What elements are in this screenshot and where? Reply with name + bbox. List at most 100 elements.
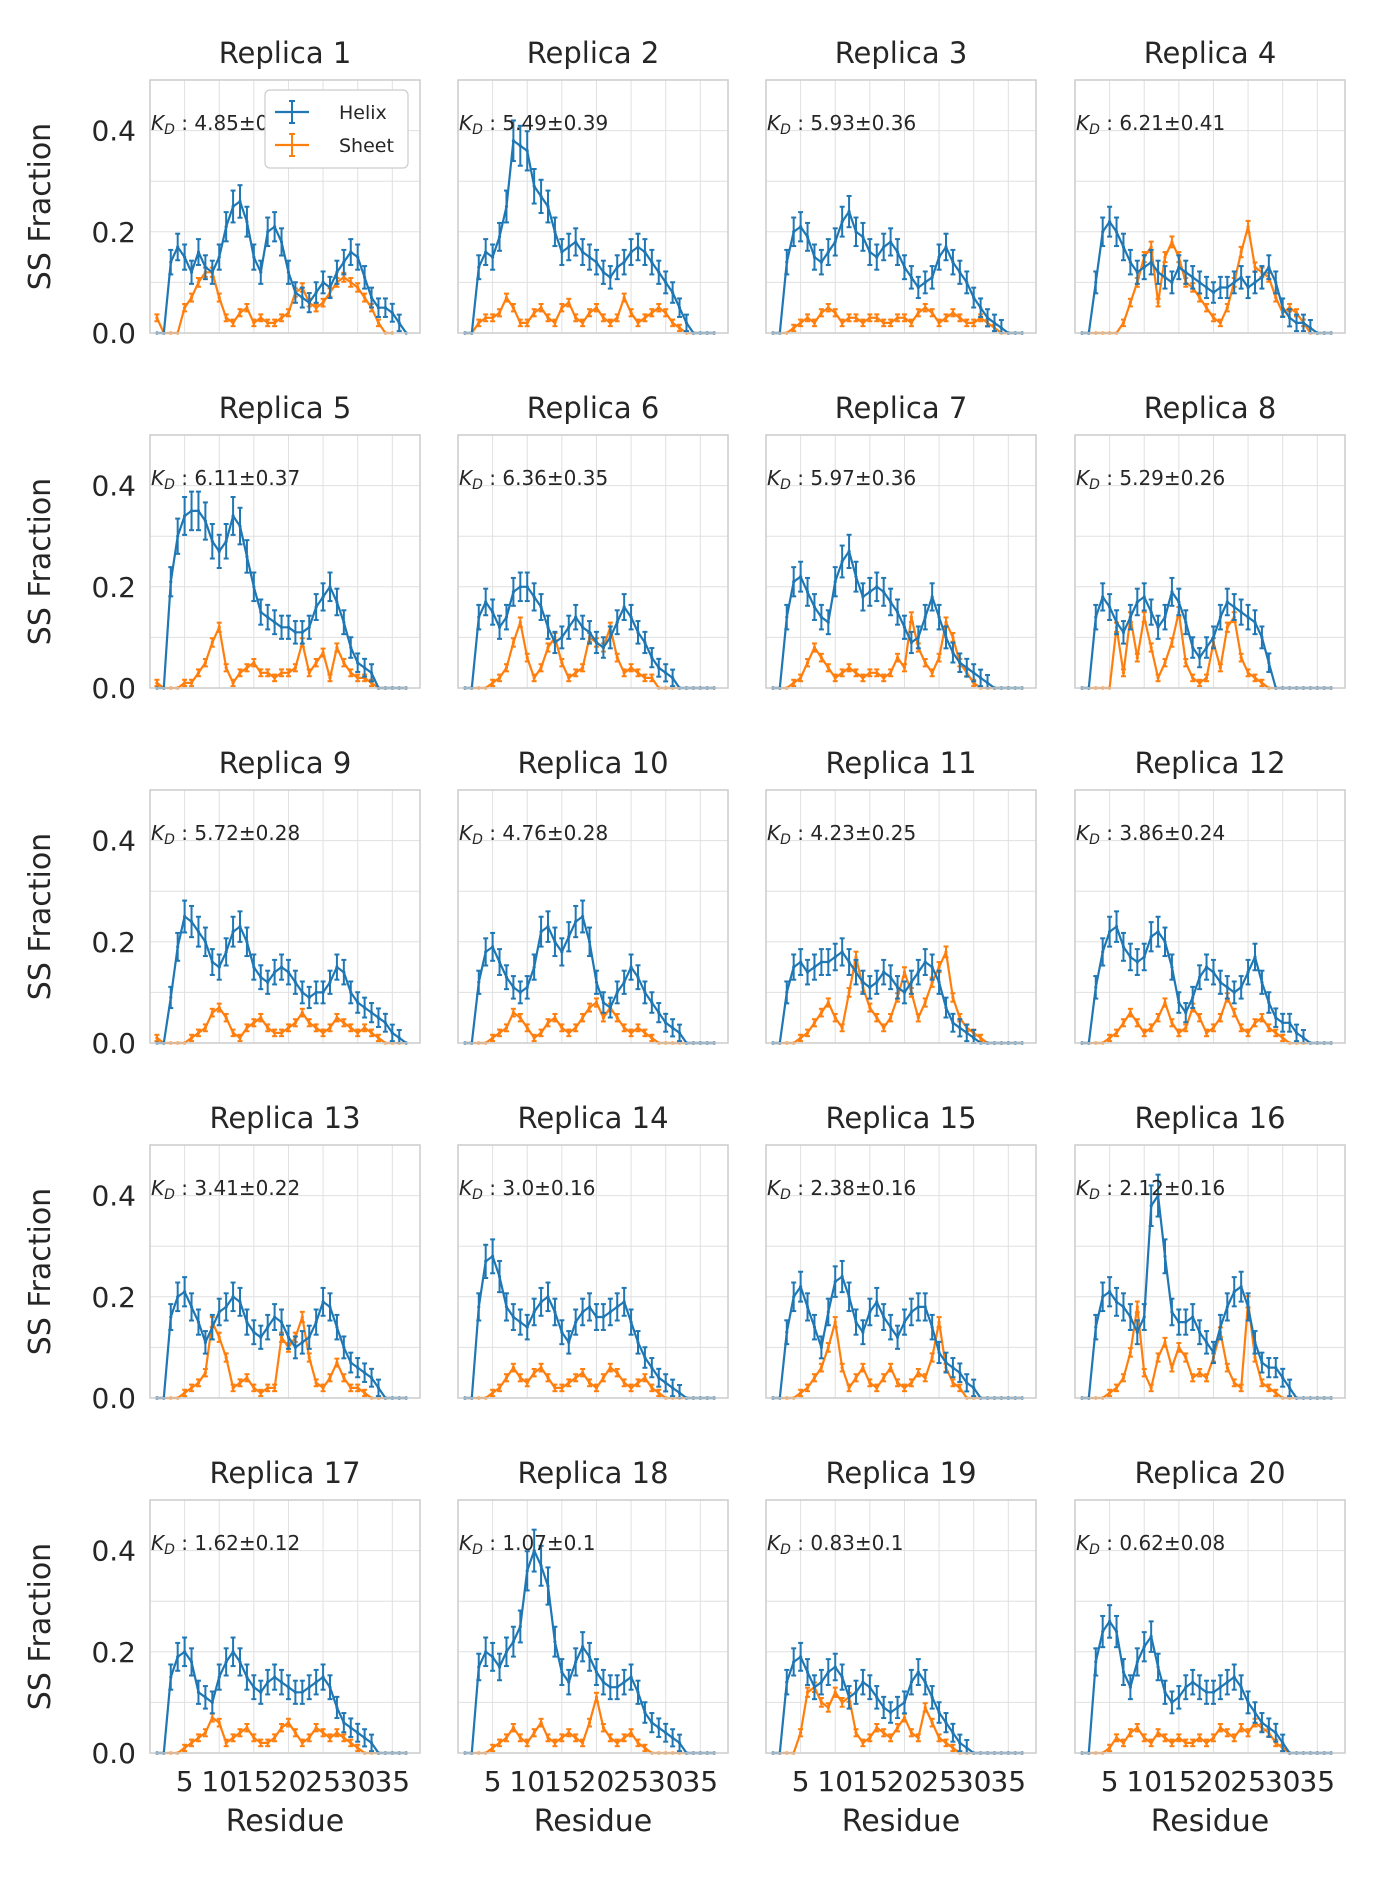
kd-annotation: KD : 1.62±0.12 xyxy=(151,1531,300,1558)
sheet-point xyxy=(636,671,640,675)
helix-point xyxy=(805,235,810,239)
sheet-point xyxy=(238,1381,242,1385)
plot-area xyxy=(150,1145,420,1398)
helix-point xyxy=(930,965,934,969)
sheet-point xyxy=(622,1381,626,1385)
helix-point xyxy=(909,640,913,645)
helix-point xyxy=(1108,605,1112,609)
sheet-point xyxy=(819,311,823,315)
sheet-point xyxy=(217,295,221,300)
helix-point xyxy=(951,1366,955,1370)
sheet-point xyxy=(826,1000,830,1005)
axes-frame xyxy=(149,1144,421,1399)
sheet-point xyxy=(629,311,633,315)
sheet-point xyxy=(671,321,675,325)
helix-point xyxy=(944,1721,948,1725)
helix-point xyxy=(342,1721,346,1725)
sheet-point xyxy=(532,1731,536,1735)
helix-point xyxy=(342,260,346,264)
helix-point xyxy=(923,615,927,619)
sheet-point xyxy=(293,666,297,670)
helix-point xyxy=(819,615,823,619)
sheet-point xyxy=(252,321,256,325)
helix-point xyxy=(861,1680,865,1684)
helix-point xyxy=(875,1695,879,1699)
sheet-point xyxy=(539,1721,543,1725)
sheet-point xyxy=(833,1690,837,1694)
helix-point xyxy=(594,980,599,984)
sheet-point xyxy=(356,1031,360,1035)
helix-point xyxy=(477,980,481,984)
helix-point xyxy=(497,625,502,629)
kd-annotation: KD : 3.86±0.24 xyxy=(1076,821,1225,848)
sheet-point xyxy=(1239,656,1243,660)
helix-point xyxy=(210,539,214,543)
helix-point xyxy=(286,625,291,629)
sheet-point xyxy=(799,1731,803,1735)
sheet-point xyxy=(210,1011,214,1015)
helix-point xyxy=(629,250,633,254)
helix-point xyxy=(224,225,228,229)
sheet-point xyxy=(895,1381,900,1385)
helix-point xyxy=(826,960,830,964)
sheet-point xyxy=(1149,645,1153,650)
helix-point xyxy=(259,270,263,274)
panel-title: Replica 8 xyxy=(1144,391,1277,425)
helix-point xyxy=(799,575,803,579)
helix-point xyxy=(622,260,626,264)
helix-point xyxy=(636,245,640,249)
sheet-point xyxy=(1135,656,1139,660)
helix-point xyxy=(349,250,353,254)
helix-point xyxy=(342,970,346,974)
sheet-point xyxy=(833,676,837,680)
helix-point xyxy=(1308,326,1312,330)
sheet-point xyxy=(854,1376,858,1380)
helix-point xyxy=(176,945,180,949)
helix-point xyxy=(923,280,927,284)
sheet-point xyxy=(1218,321,1222,325)
kd-annotation: KD : 3.41±0.22 xyxy=(151,1176,300,1203)
helix-point xyxy=(574,1320,578,1324)
helix-point xyxy=(1274,1016,1278,1020)
helix-point xyxy=(854,970,858,974)
sheet-point xyxy=(266,1741,270,1745)
helix-point xyxy=(1232,990,1236,995)
sheet-point xyxy=(895,1726,900,1730)
helix-point xyxy=(293,290,297,295)
helix-point xyxy=(1184,620,1188,624)
panel-title: Replica 5 xyxy=(219,391,352,425)
sheet-point xyxy=(1253,1021,1257,1025)
helix-point xyxy=(608,1310,612,1314)
sheet-point xyxy=(238,311,242,315)
kd-annotation: KD : 5.93±0.36 xyxy=(767,111,916,138)
y-tick-label: 0.0 xyxy=(91,317,136,350)
helix-point xyxy=(650,1721,654,1725)
sheet-point xyxy=(484,316,488,320)
sheet-point xyxy=(861,676,865,680)
helix-point xyxy=(1260,1360,1264,1365)
sheet-point xyxy=(819,1011,823,1015)
sheet-point xyxy=(1253,1355,1257,1360)
x-tick-label: 35 xyxy=(374,1765,410,1798)
sheet-point xyxy=(342,1376,346,1380)
helix-point xyxy=(951,650,955,655)
sheet-point xyxy=(1274,295,1278,300)
helix-point xyxy=(539,930,543,934)
sheet-point xyxy=(518,1016,522,1020)
helix-point xyxy=(629,1320,633,1324)
sheet-point xyxy=(1232,1011,1236,1015)
helix-point xyxy=(189,1660,194,1664)
helix-point xyxy=(909,275,913,279)
sheet-point xyxy=(882,1376,886,1380)
sheet-point xyxy=(328,1026,332,1030)
helix-point xyxy=(390,311,394,315)
helix-point xyxy=(889,240,893,244)
axes-frame xyxy=(1074,79,1346,334)
helix-point xyxy=(847,209,851,214)
helix-point xyxy=(979,306,983,310)
sheet-point xyxy=(805,1690,810,1694)
helix-point xyxy=(937,1350,941,1355)
helix-point xyxy=(321,1300,325,1304)
sheet-point xyxy=(196,1381,201,1385)
